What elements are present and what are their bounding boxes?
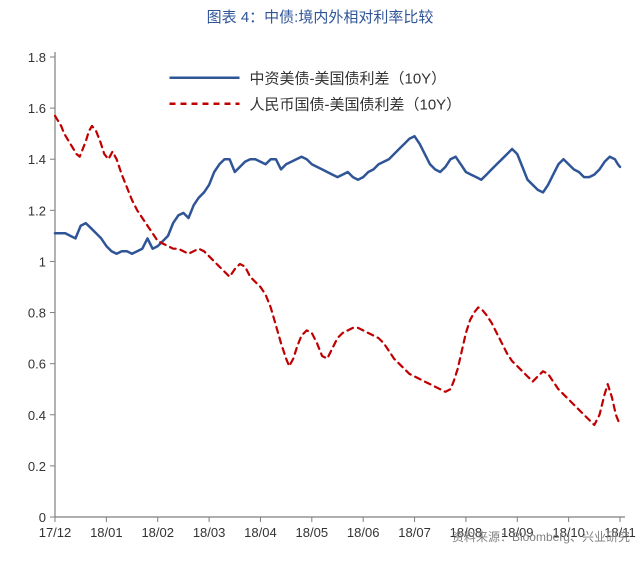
x-tick-label: 18/07 [398, 525, 431, 540]
source-label: 资料来源：Bloomberg、兴业研究 [452, 528, 630, 545]
series-0 [55, 136, 620, 254]
y-tick-label: 0.6 [28, 357, 46, 372]
x-tick-label: 18/04 [244, 525, 277, 540]
x-tick-label: 18/01 [90, 525, 123, 540]
series-1 [55, 116, 620, 425]
y-tick-label: 0 [39, 510, 46, 525]
y-tick-label: 1.4 [28, 152, 46, 167]
y-tick-label: 0.8 [28, 306, 46, 321]
y-tick-label: 0.2 [28, 459, 46, 474]
y-tick-label: 1 [39, 254, 46, 269]
y-tick-label: 1.6 [28, 101, 46, 116]
y-tick-label: 1.8 [28, 50, 46, 65]
legend-label-0: 中资美债-美国债利差（10Y） [250, 71, 447, 88]
legend-label-1: 人民币国债-美国债利差（10Y） [250, 97, 462, 114]
x-tick-label: 18/05 [296, 525, 329, 540]
x-tick-label: 18/06 [347, 525, 380, 540]
y-tick-label: 1.2 [28, 203, 46, 218]
chart-svg: 0 0.2 0.4 0.6 0.8 1 1.2 1.4 1.6 1.8 17/12 18/01 18/0… [0, 27, 640, 547]
x-tick-label: 17/12 [39, 525, 72, 540]
x-tick-label: 18/02 [141, 525, 174, 540]
y-tick-label: 0.4 [28, 408, 46, 423]
chart-title: 图表 4：中债:境内外相对利率比较 [0, 0, 640, 27]
x-tick-label: 18/03 [193, 525, 226, 540]
chart-container: 0 0.2 0.4 0.6 0.8 1 1.2 1.4 1.6 1.8 17/12 18/01 18/0… [0, 27, 640, 547]
